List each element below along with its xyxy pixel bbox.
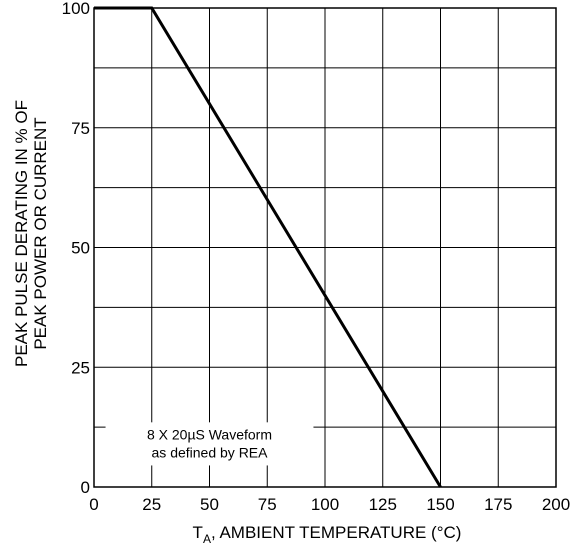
x-axis-title: TA, AMBIENT TEMPERATURE (°C)	[193, 523, 462, 546]
annotation-background	[105, 422, 314, 466]
y-axis-title: PEAK PULSE DERATING IN % OF PEAK POWER O…	[12, 100, 50, 367]
y-tick-label: 25	[71, 358, 90, 377]
x-tick-label: 50	[200, 495, 219, 514]
plot-frame	[93, 7, 557, 488]
y-axis-title-line-2: PEAK POWER OR CURRENT	[31, 117, 50, 349]
x-tick-label: 75	[258, 495, 277, 514]
series-layer	[94, 6, 442, 488]
grid-lines	[93, 7, 557, 488]
x-tick-label: 150	[426, 495, 454, 514]
annotation-line-2: as defined by REA	[152, 444, 269, 460]
y-tick-labels: 0 25 50 75 100	[62, 0, 90, 497]
x-axis-title-subscript: A	[203, 532, 211, 546]
x-tick-labels: 0 25 50 75 100 125 150 175 200	[89, 495, 570, 514]
y-tick-label: 100	[62, 0, 90, 18]
x-tick-label: 175	[484, 495, 512, 514]
x-tick-label: 100	[311, 495, 339, 514]
series-line	[94, 6, 442, 488]
x-axis-title-base: T	[193, 523, 203, 542]
annotation-line-1: 8 X 20µS Waveform	[147, 426, 272, 442]
x-tick-label: 200	[542, 495, 570, 514]
x-tick-label: 125	[369, 495, 397, 514]
annotation-box: 8 X 20µS Waveform as defined by REA	[105, 422, 314, 466]
x-axis-title-rest: , AMBIENT TEMPERATURE (°C)	[211, 523, 462, 542]
x-tick-label: 25	[142, 495, 161, 514]
x-tick-label: 0	[89, 495, 98, 514]
y-axis-title-line-1: PEAK PULSE DERATING IN % OF	[12, 100, 31, 367]
y-tick-label: 75	[71, 119, 90, 138]
y-tick-label: 0	[81, 478, 90, 497]
y-tick-label: 50	[71, 239, 90, 258]
